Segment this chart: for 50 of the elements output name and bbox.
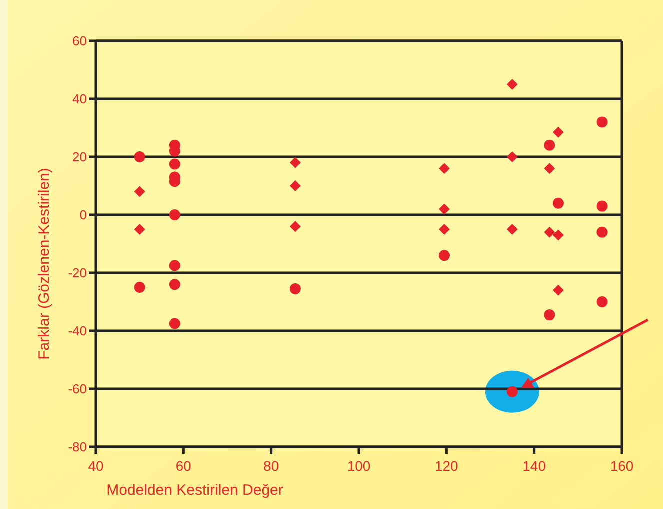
- point: [544, 310, 556, 321]
- x-tick-label: 120: [434, 458, 459, 474]
- x-tick-label: 100: [347, 458, 371, 474]
- y-tick-label: 40: [72, 92, 87, 107]
- point: [169, 279, 180, 290]
- point: [596, 226, 608, 238]
- x-tick-label: 80: [264, 458, 280, 474]
- y-axis-title: Farklar (Gözlenen-Kestirilen): [36, 168, 53, 360]
- x-tick-label: 40: [88, 458, 104, 474]
- point: [506, 79, 518, 90]
- point: [506, 386, 518, 398]
- point: [290, 157, 301, 168]
- point: [438, 204, 450, 215]
- point: [134, 186, 146, 198]
- point: [506, 224, 518, 235]
- x-tick-label: 60: [176, 458, 192, 474]
- point: [169, 260, 180, 272]
- point: [134, 282, 146, 293]
- point: [438, 224, 450, 235]
- point: [544, 163, 556, 174]
- point: [596, 116, 608, 128]
- point: [290, 180, 301, 192]
- point: [552, 126, 564, 138]
- point: [506, 152, 518, 162]
- point: [438, 250, 450, 262]
- point: [169, 210, 180, 220]
- point: [169, 158, 180, 170]
- point: [169, 318, 180, 330]
- y-tick-label: -80: [68, 440, 87, 455]
- y-tick-label: -40: [68, 324, 87, 339]
- point: [544, 226, 556, 238]
- point: [596, 200, 608, 212]
- x-tick-label: 160: [610, 458, 634, 474]
- point: [552, 198, 564, 209]
- x-tick-label: 140: [522, 458, 546, 474]
- point: [290, 221, 301, 232]
- point: [552, 284, 564, 296]
- y-tick-label: 20: [72, 150, 87, 165]
- point: [134, 152, 146, 162]
- y-tick-label: -20: [68, 266, 87, 281]
- point: [544, 140, 556, 151]
- point: [134, 224, 146, 235]
- y-tick-label: -60: [68, 382, 87, 397]
- point: [596, 296, 608, 308]
- point: [438, 163, 450, 174]
- point: [290, 283, 301, 294]
- y-tick-label: 0: [80, 208, 87, 223]
- y-tick-label: 60: [72, 34, 87, 49]
- point: [552, 230, 564, 241]
- x-axis-title: Modelden Kestirilen Değer: [106, 482, 284, 499]
